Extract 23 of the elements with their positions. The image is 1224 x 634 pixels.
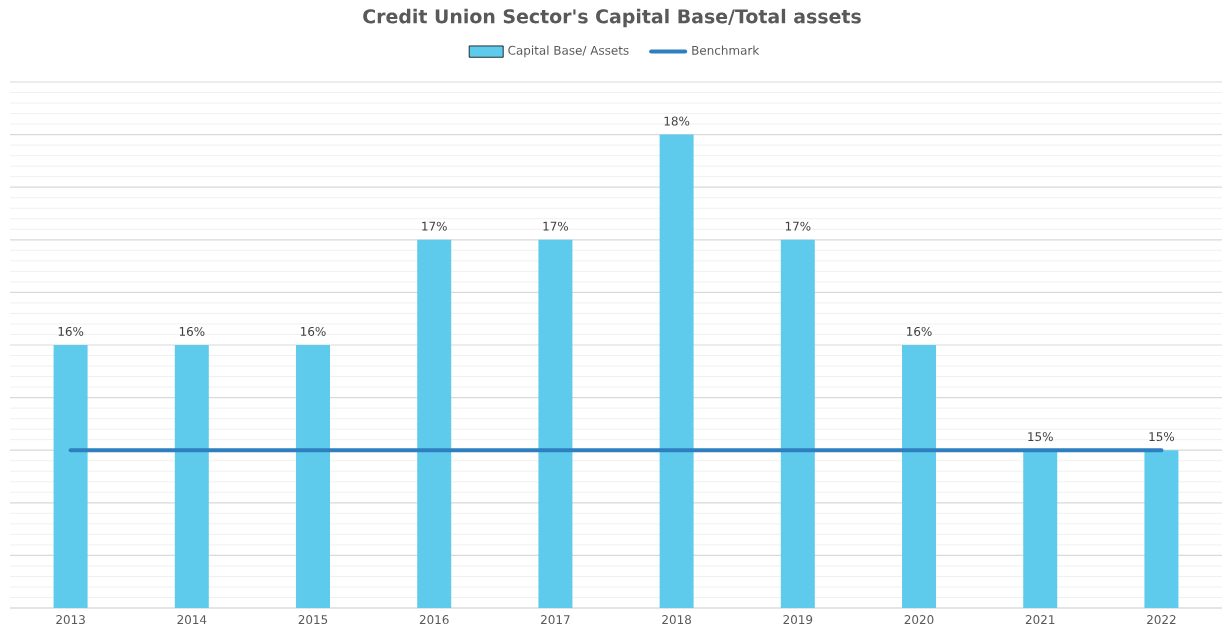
x-tick-label: 2014 [177,615,207,625]
x-tick-label: 2022 [1147,615,1176,625]
legend-label: Capital Base/ Assets [508,45,629,58]
x-tick-label: 2015 [298,615,328,625]
x-tick-label: 2016 [419,615,449,625]
data-label: 15% [1149,432,1175,442]
data-label: 16% [907,326,932,336]
data-label: 18% [664,116,690,126]
x-tick-label: 2019 [783,615,813,625]
data-label: 16% [179,326,205,336]
data-label: 17% [785,221,811,231]
data-label: 16% [58,326,84,336]
x-tick-label: 2013 [56,615,85,625]
chart-title: Credit Union Sector's Capital Base/Total assets [363,8,861,28]
legend-label: Benchmark [692,45,760,55]
data-label: 17% [422,221,447,231]
data-label: 16% [301,326,326,336]
x-tick-label: 2018 [662,615,691,625]
data-label: 17% [543,221,569,231]
x-tick-label: 2021 [1025,615,1055,625]
x-tick-label: 2017 [541,615,570,625]
x-tick-label: 2020 [904,615,934,625]
data-label: 15% [1028,432,1053,442]
